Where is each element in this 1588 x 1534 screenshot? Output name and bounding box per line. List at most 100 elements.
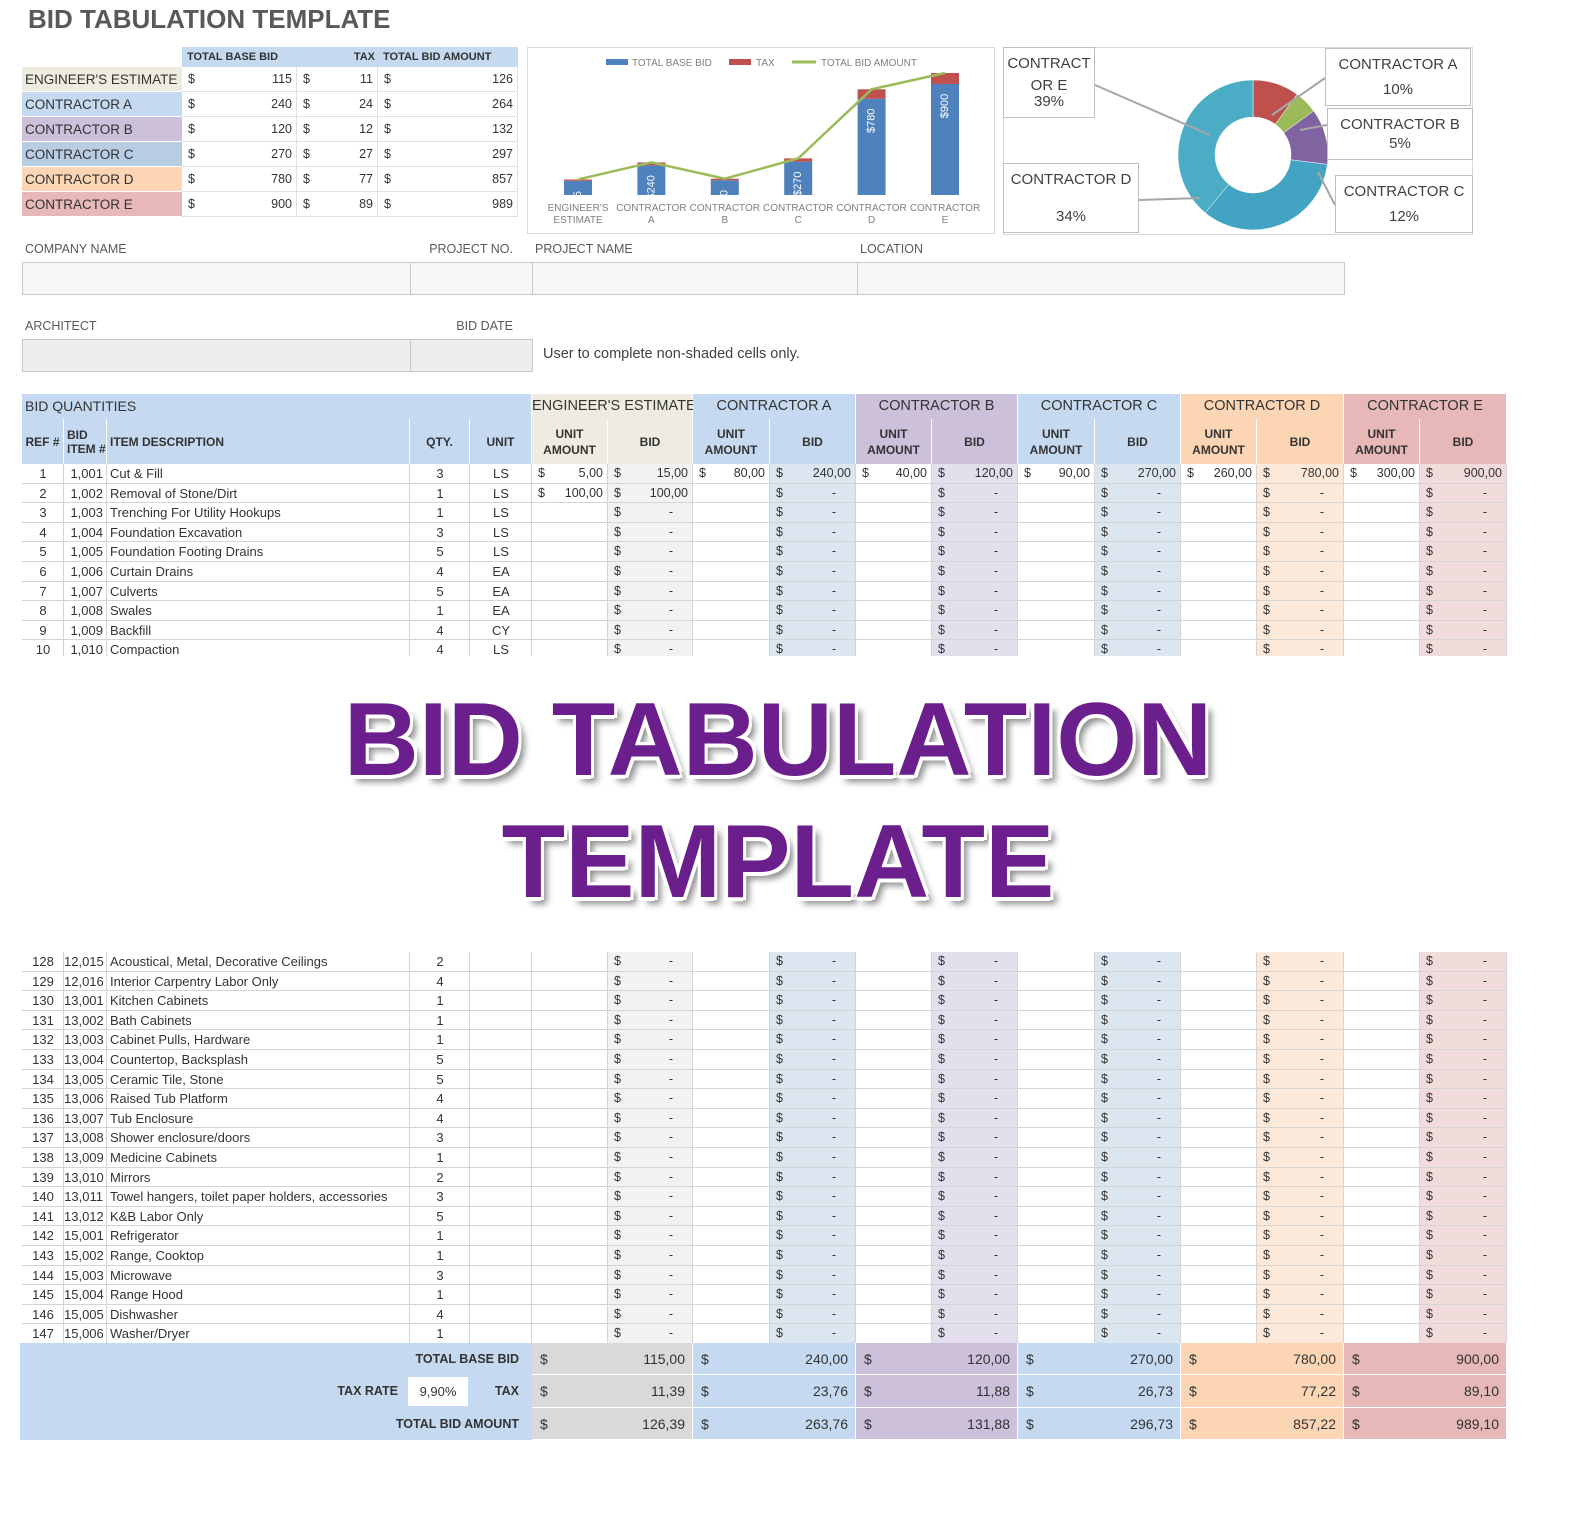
currency-sign: $	[776, 1306, 783, 1321]
table-cell	[693, 1246, 770, 1266]
table-cell	[1181, 1010, 1257, 1031]
table-cell	[1181, 1030, 1257, 1050]
table-cell	[1095, 1187, 1181, 1207]
currency-sign: $	[384, 147, 391, 161]
currency-sign: $	[1101, 1012, 1108, 1027]
table-cell	[1181, 620, 1257, 641]
summary-header: TOTAL BID AMOUNT	[383, 51, 492, 63]
ref: 136	[32, 1110, 54, 1126]
table-cell	[1181, 1187, 1257, 1207]
bidder-header: CONTRACTOR C	[1018, 394, 1181, 419]
currency-sign: $	[938, 1091, 945, 1106]
form-label: ARCHITECT	[25, 319, 97, 333]
qty: 5	[436, 1071, 444, 1087]
banner-line: BID TABULATION	[343, 682, 1213, 798]
currency-sign: $	[1101, 544, 1108, 559]
amount: -	[668, 1110, 673, 1125]
table-cell	[1095, 464, 1181, 484]
table-cell	[470, 1265, 532, 1286]
total-amount: 89,10	[1463, 1383, 1499, 1399]
table-cell	[532, 483, 608, 504]
currency-sign: $	[614, 505, 621, 520]
table-cell	[532, 1246, 608, 1266]
table-cell	[1018, 1167, 1095, 1188]
currency-sign: $	[1026, 1416, 1034, 1432]
table-cell	[932, 601, 1018, 621]
table-cell	[107, 1265, 410, 1286]
table-cell	[1257, 1148, 1344, 1168]
table-cell	[22, 1304, 64, 1325]
table-cell	[470, 1246, 532, 1266]
amount: 900,00	[1463, 466, 1502, 480]
bid-item: 15,005	[64, 1306, 104, 1322]
summary-amount: 270	[271, 147, 292, 161]
currency-sign: $	[776, 1071, 783, 1086]
table-cell	[107, 1030, 410, 1050]
currency-sign: $	[938, 1228, 945, 1243]
table-cell	[693, 581, 770, 602]
table-cell	[64, 1226, 107, 1246]
bid-item: 13,002	[64, 1012, 104, 1028]
unit: EA	[492, 583, 510, 599]
table-cell	[856, 1108, 932, 1129]
bid-item: 1,006	[70, 564, 103, 579]
table-cell	[1095, 1128, 1181, 1148]
unit: CY	[491, 622, 511, 638]
table-cell	[608, 1246, 693, 1266]
bid-item: 1,008	[70, 603, 103, 619]
currency-sign: $	[701, 1351, 709, 1367]
currency-sign: $	[938, 1248, 945, 1262]
table-cell	[693, 1226, 770, 1246]
bidder-header: CONTRACTOR A	[693, 394, 856, 419]
amount: -	[1156, 622, 1161, 637]
amount: -	[1156, 544, 1161, 559]
table-cell	[1181, 1148, 1257, 1168]
table-cell	[608, 503, 693, 523]
amount: -	[993, 1130, 998, 1145]
table-cell	[532, 464, 608, 484]
amount: -	[1319, 505, 1324, 520]
table-cell	[22, 1265, 64, 1286]
summary-cell	[378, 92, 518, 117]
table-cell	[1344, 1226, 1420, 1246]
table-cell	[410, 1167, 470, 1188]
table-cell	[64, 581, 107, 602]
amount: 260,00	[1213, 466, 1252, 480]
table-cell	[1257, 971, 1344, 992]
table-cell	[1344, 1108, 1420, 1129]
currency-sign: $	[776, 544, 783, 559]
form-label: LOCATION	[860, 242, 923, 256]
table-cell	[532, 601, 608, 621]
table-cell	[1420, 1285, 1507, 1305]
table-cell	[932, 991, 1018, 1011]
table-cell	[1018, 1285, 1095, 1305]
amount: -	[993, 524, 998, 539]
currency-sign: $	[938, 1267, 945, 1282]
table-cell	[608, 1206, 693, 1227]
qty: 1	[436, 505, 444, 521]
table-cell	[932, 522, 1018, 543]
table-cell	[932, 562, 1018, 582]
amount: -	[1319, 544, 1324, 559]
table-cell	[693, 464, 770, 484]
currency-sign: $	[1263, 544, 1270, 559]
item-description: Swales	[110, 603, 152, 619]
table-cell	[693, 1010, 770, 1031]
table-cell	[532, 620, 608, 641]
item-description: Foundation Excavation	[110, 524, 243, 540]
totals-cell	[693, 1343, 856, 1375]
table-cell	[107, 620, 410, 641]
currency-sign: $	[614, 603, 621, 618]
totals-label: TAX	[494, 1384, 519, 1398]
table-cell	[856, 952, 932, 972]
table-cell	[1181, 1285, 1257, 1305]
table-cell	[1420, 1265, 1507, 1286]
pie-label-box	[1003, 163, 1139, 233]
ref: 4	[39, 524, 47, 540]
table-cell	[1257, 1226, 1344, 1246]
table-cell	[1095, 503, 1181, 523]
currency-sign: $	[1426, 1208, 1433, 1223]
table-cell	[410, 542, 470, 562]
amount: -	[1319, 1091, 1324, 1106]
qty: 1	[436, 1150, 444, 1165]
